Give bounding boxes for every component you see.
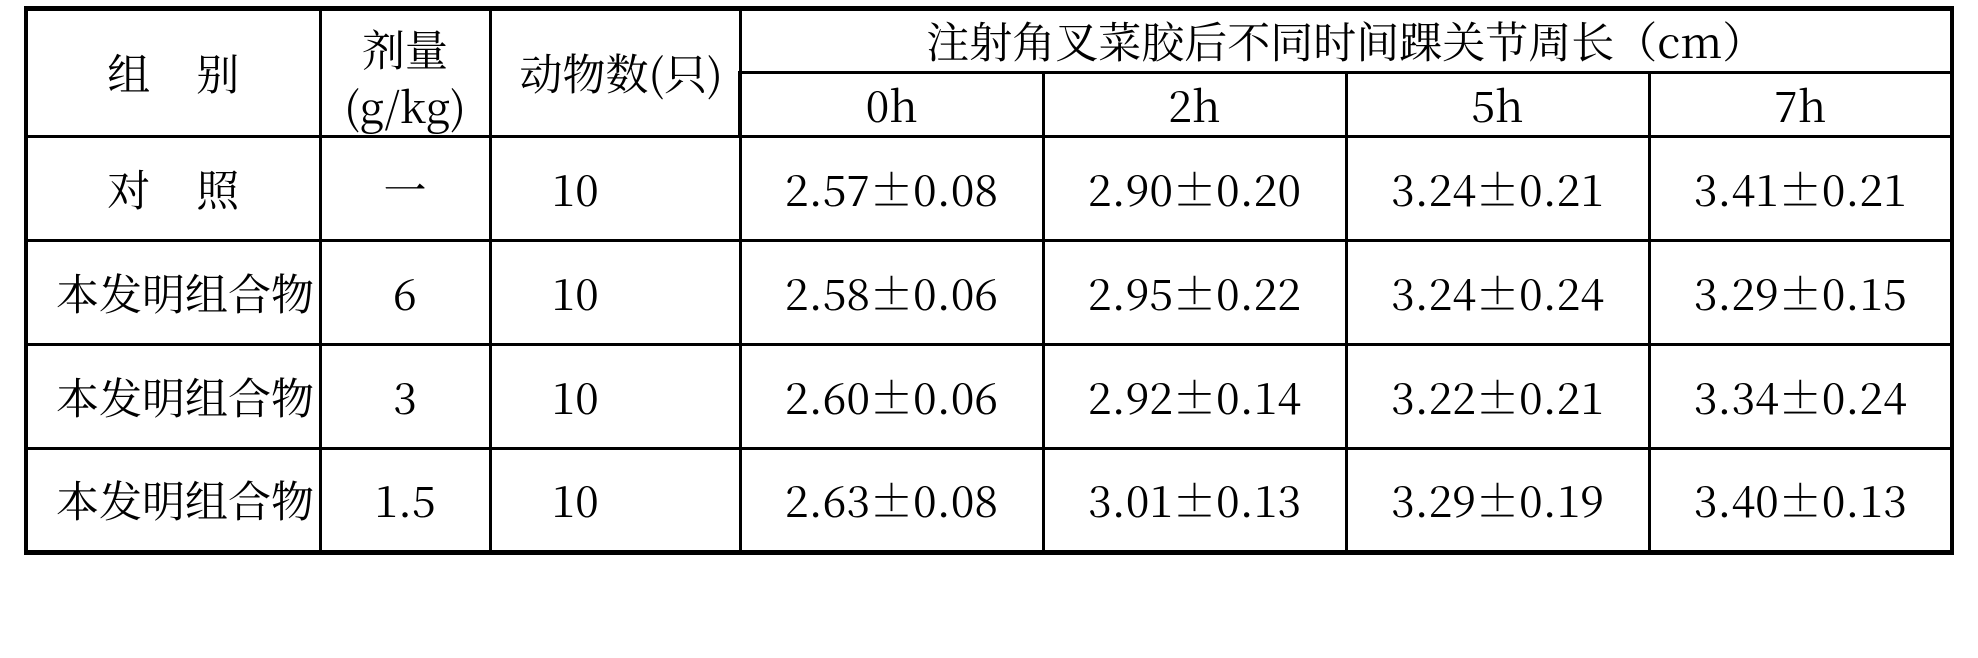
cell-t7-text: 3.34±0.24 xyxy=(1694,366,1907,427)
cell-dose-text: 1.5 xyxy=(374,469,435,530)
cell-count: 10 xyxy=(490,449,740,553)
data-table: 组别 剂量 (g/kg) 动物数(只) 注射角叉菜胶后不同时间踝关节周长（cm）… xyxy=(24,6,1954,555)
cell-count-text: 10 xyxy=(552,262,599,323)
col-header-t2-text: 2h xyxy=(1168,74,1220,135)
table-row: 本发明组合物 3 10 2.60±0.06 2.92±0.14 3.22±0.2… xyxy=(26,345,1952,449)
col-header-t0: 0h xyxy=(740,73,1043,137)
cell-count-text: 10 xyxy=(552,366,599,427)
table-row: 本发明组合物 6 10 2.58±0.06 2.95±0.22 3.24±0.2… xyxy=(26,241,1952,345)
cell-dose: 一 xyxy=(320,137,490,241)
col-header-count-text: 动物数(只) xyxy=(520,42,723,103)
cell-t7: 3.40±0.13 xyxy=(1649,449,1952,553)
cell-t0-text: 2.57±0.08 xyxy=(785,158,998,219)
cell-dose: 1.5 xyxy=(320,449,490,553)
cell-group: 本发明组合物 xyxy=(26,449,320,553)
cell-t5: 3.24±0.21 xyxy=(1346,137,1649,241)
cell-t7: 3.41±0.21 xyxy=(1649,137,1952,241)
table-row: 对照 一 10 2.57±0.08 2.90±0.20 3.24±0.21 3.… xyxy=(26,137,1952,241)
cell-t7-text: 3.40±0.13 xyxy=(1694,469,1907,530)
col-header-t7-text: 7h xyxy=(1774,74,1826,135)
cell-t5: 3.22±0.21 xyxy=(1346,345,1649,449)
cell-t7-text: 3.41±0.21 xyxy=(1694,158,1907,219)
cell-t0: 2.58±0.06 xyxy=(740,241,1043,345)
cell-t0: 2.63±0.08 xyxy=(740,449,1043,553)
header-row-1: 组别 剂量 (g/kg) 动物数(只) 注射角叉菜胶后不同时间踝关节周长（cm） xyxy=(26,9,1952,73)
cell-t5-text: 3.29±0.19 xyxy=(1391,469,1604,530)
col-header-dose: 剂量 (g/kg) xyxy=(320,9,490,137)
cell-t5-text: 3.24±0.24 xyxy=(1391,262,1604,323)
cell-group-text: 对照 xyxy=(107,158,239,219)
col-header-group: 组别 xyxy=(26,9,320,137)
cell-count: 10 xyxy=(490,345,740,449)
col-header-t0-text: 0h xyxy=(866,74,918,135)
cell-t5-text: 3.24±0.21 xyxy=(1391,158,1604,219)
cell-count: 10 xyxy=(490,241,740,345)
cell-t7-text: 3.29±0.15 xyxy=(1694,262,1907,323)
cell-dose: 3 xyxy=(320,345,490,449)
cell-t2-text: 2.95±0.22 xyxy=(1088,262,1301,323)
col-header-dose-line2: (g/kg) xyxy=(322,82,489,129)
cell-dose: 6 xyxy=(320,241,490,345)
cell-count-text: 10 xyxy=(552,469,599,530)
cell-t0-text: 2.60±0.06 xyxy=(785,366,998,427)
cell-t2: 2.92±0.14 xyxy=(1043,345,1346,449)
cell-t2-text: 2.92±0.14 xyxy=(1088,366,1301,427)
cell-t2: 2.90±0.20 xyxy=(1043,137,1346,241)
cell-t5: 3.29±0.19 xyxy=(1346,449,1649,553)
col-header-dose-line1: 剂量 xyxy=(322,25,489,72)
cell-group: 对照 xyxy=(26,137,320,241)
cell-dose-text: 3 xyxy=(393,366,417,427)
col-header-span-text: 注射角叉菜胶后不同时间踝关节周长（cm） xyxy=(926,10,1765,71)
col-header-count: 动物数(只) xyxy=(490,9,740,137)
table-row: 本发明组合物 1.5 10 2.63±0.08 3.01±0.13 3.29±0… xyxy=(26,449,1952,553)
cell-count: 10 xyxy=(490,137,740,241)
cell-t2-text: 2.90±0.20 xyxy=(1088,158,1301,219)
cell-group: 本发明组合物 xyxy=(26,241,320,345)
col-header-span: 注射角叉菜胶后不同时间踝关节周长（cm） xyxy=(740,9,1952,73)
cell-t5-text: 3.22±0.21 xyxy=(1391,366,1604,427)
cell-t2: 3.01±0.13 xyxy=(1043,449,1346,553)
cell-t7: 3.34±0.24 xyxy=(1649,345,1952,449)
page: 组别 剂量 (g/kg) 动物数(只) 注射角叉菜胶后不同时间踝关节周长（cm）… xyxy=(0,0,1978,658)
cell-dose-text: 6 xyxy=(393,262,417,323)
col-header-group-text: 组别 xyxy=(107,42,239,103)
cell-t2: 2.95±0.22 xyxy=(1043,241,1346,345)
cell-t0: 2.57±0.08 xyxy=(740,137,1043,241)
cell-group-text: 本发明组合物 xyxy=(56,469,314,530)
cell-dose-text: 一 xyxy=(384,158,427,219)
cell-t0-text: 2.63±0.08 xyxy=(785,469,998,530)
col-header-t2: 2h xyxy=(1043,73,1346,137)
col-header-t7: 7h xyxy=(1649,73,1952,137)
cell-group: 本发明组合物 xyxy=(26,345,320,449)
col-header-t5-text: 5h xyxy=(1471,74,1523,135)
cell-group-text: 本发明组合物 xyxy=(56,262,314,323)
col-header-t5: 5h xyxy=(1346,73,1649,137)
cell-t2-text: 3.01±0.13 xyxy=(1088,469,1301,530)
cell-count-text: 10 xyxy=(552,158,599,219)
cell-group-text: 本发明组合物 xyxy=(56,366,314,427)
cell-t0-text: 2.58±0.06 xyxy=(785,262,998,323)
cell-t7: 3.29±0.15 xyxy=(1649,241,1952,345)
cell-t5: 3.24±0.24 xyxy=(1346,241,1649,345)
cell-t0: 2.60±0.06 xyxy=(740,345,1043,449)
